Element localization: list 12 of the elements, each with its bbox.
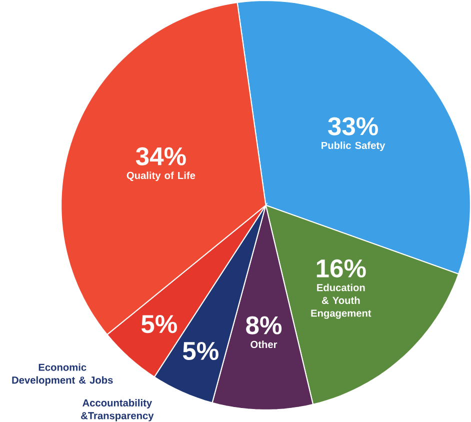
data-label: 5%: [182, 342, 218, 360]
data-label: 33%: [328, 117, 378, 136]
data-label: 34%: [136, 147, 186, 166]
slice-label: Economic Development & Jobs: [12, 363, 113, 386]
slice-label: Other: [250, 340, 278, 348]
slice-label: Accountability &Transparency: [81, 398, 154, 422]
data-label: 8%: [246, 316, 282, 334]
slice-label: Quality of Life: [126, 171, 196, 181]
data-label: 5%: [141, 314, 177, 333]
data-label: 16%: [316, 259, 366, 278]
slice-label: Public Safety: [322, 141, 386, 151]
slice-label: Education & Youth Engagement: [311, 284, 372, 319]
